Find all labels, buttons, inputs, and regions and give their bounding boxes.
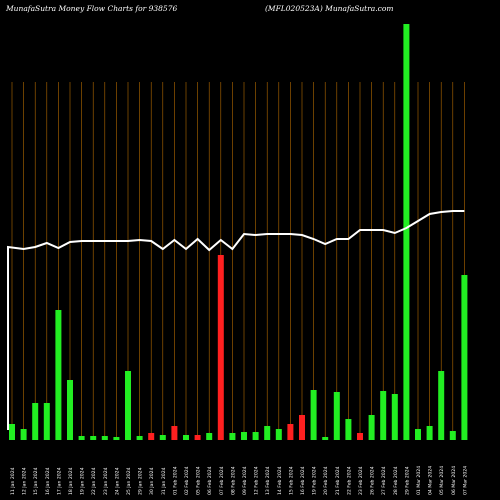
x-tick-label: 12 Jan 2024 [22,467,28,495]
x-tick-label: 19 Feb 2024 [312,466,318,495]
bar-39 [449,431,456,440]
bar-19 [217,255,224,440]
bar-18 [206,433,213,440]
x-tick-label: 29 Jan 2024 [138,467,144,495]
x-tick-label: 06 Feb 2024 [207,466,213,495]
bar-25 [287,424,294,440]
bar-5 [55,310,62,440]
x-tick-label: 17 Jan 2024 [56,467,62,495]
bar-20 [229,433,236,440]
bar-6 [67,380,73,440]
x-tick-label: 13 Feb 2024 [265,466,271,495]
bar-29 [333,392,340,440]
x-tick-label: 11 Jan 2024 [10,467,16,495]
x-tick-label: 15 Jan 2024 [33,467,39,495]
bar-30 [345,419,352,440]
x-tick-label: 01 Mar 2024 [416,466,422,495]
bar-21 [241,432,247,440]
bar-10 [113,437,120,440]
x-tick-label: 06 Mar 2024 [451,466,457,495]
bar-3 [32,403,39,440]
chart-title: MunafaSutra Money Flow Charts for 938576 [6,4,178,13]
x-tick-label: 08 Feb 2024 [230,466,236,495]
bar-12 [136,436,143,440]
bar-37 [426,426,433,440]
x-tick-label: 28 Feb 2024 [393,466,399,495]
x-tick-label: 29 Feb 2024 [404,466,410,495]
bar-22 [252,432,259,440]
bar-8 [90,436,97,440]
bar-2 [20,429,27,440]
x-tick-labels: 11 Jan 2024 12 Jan 2024 15 Jan 2024 16 Jan … [10,466,468,495]
bar-23 [264,426,271,440]
bar-9 [101,436,108,440]
x-tick-label: 07 Feb 2024 [219,466,225,495]
x-tick-label: 15 Feb 2024 [288,466,294,495]
bar-1 [9,424,15,440]
x-tick-label: 16 Feb 2024 [300,466,306,495]
x-tick-label: 25 Jan 2024 [126,467,132,495]
bar-35 [403,24,410,440]
x-tick-label: 14 Feb 2024 [277,466,283,495]
x-tick-label: 26 Feb 2024 [370,466,376,495]
x-tick-label: 01 Feb 2024 [172,466,178,495]
x-tick-label: 23 Feb 2024 [358,466,364,495]
bar-40 [461,275,468,440]
bar-28 [322,437,329,440]
bar-26 [299,415,305,440]
x-tick-label: 02 Feb 2024 [184,466,190,495]
cumulative-flow-line [7,210,465,430]
bar-34 [391,394,398,440]
chart-subtitle: (MFL020523A) MunafaSutra.com [265,4,394,13]
x-tick-label: 04 Mar 2024 [428,466,434,495]
x-tick-label: 18 Jan 2024 [68,467,74,495]
bar-4 [43,403,50,440]
bar-38 [438,371,445,440]
bar-11 [125,371,131,440]
bar-27 [310,390,317,440]
x-tick-label: 22 Jan 2024 [91,467,97,495]
bar-16 [183,435,189,440]
bar-24 [275,429,282,440]
bar-14 [159,435,166,440]
x-tick-label: 05 Feb 2024 [196,466,202,495]
bar-15 [171,426,178,440]
x-tick-label: 16 Jan 2024 [45,467,51,495]
x-tick-label: 09 Feb 2024 [242,466,248,495]
x-tick-label: 30 Jan 2024 [149,467,155,495]
x-tick-label: 22 Feb 2024 [346,466,352,495]
bar-13 [148,433,155,440]
x-tick-label: 05 Mar 2024 [439,466,445,495]
x-tick-label: 21 Feb 2024 [335,466,341,495]
money-flow-bars [9,24,468,440]
x-tick-label: 19 Jan 2024 [80,467,86,495]
bar-36 [415,429,421,440]
x-tick-label: 20 Feb 2024 [323,466,329,495]
bar-32 [368,415,375,440]
bar-7 [78,436,85,440]
bar-33 [380,391,387,440]
x-tick-label: 31 Jan 2024 [161,467,167,495]
x-tick-label: 24 Jan 2024 [114,467,120,495]
bar-17 [194,435,201,440]
bar-31 [357,433,363,440]
x-tick-label: 12 Feb 2024 [254,466,260,495]
x-tick-label: 27 Feb 2024 [381,466,387,495]
x-tick-label: 23 Jan 2024 [103,467,109,495]
x-tick-label: 07 Mar 2024 [462,466,468,495]
